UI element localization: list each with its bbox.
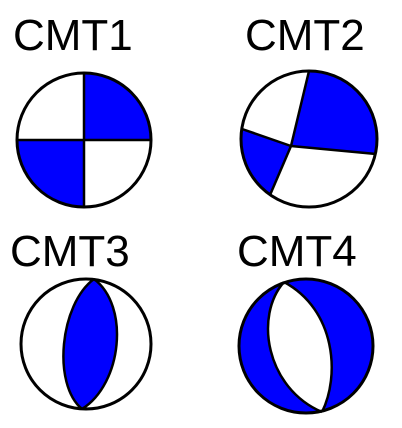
cmt1-label: CMT1 (13, 11, 133, 60)
cmt4-nodal-plane-1 (266, 281, 323, 414)
cmt3-compression-lens (63, 279, 117, 409)
cmt3-outline (19, 277, 153, 411)
cmt4-beachball (237, 277, 375, 415)
cmt1-outline (15, 71, 153, 209)
cmt1-compression-quadrant-sw (17, 140, 84, 207)
cmt1-compression-quadrant-ne (84, 73, 151, 140)
cmt2-nodal-plane-1b (268, 145, 293, 196)
cmt2-nodal-plane-2a (241, 127, 292, 148)
cmt2-outline (239, 69, 379, 209)
cmt4-outline (237, 277, 375, 415)
cmt3-nodal-plane-2 (62, 277, 95, 410)
cmt4-nodal-plane-2 (283, 280, 333, 413)
cmt3-label: CMT3 (10, 227, 130, 276)
cmt4-label: CMT4 (237, 227, 357, 276)
cmt3-beachball (19, 277, 153, 411)
cmt2-label: CMT2 (245, 11, 365, 60)
cmt1-beachball (15, 71, 153, 209)
cmt3-nodal-plane-1 (81, 278, 119, 411)
cmt2-nodal-plane-1a (289, 70, 311, 147)
cmt2-nodal-plane-2b (290, 144, 377, 156)
cmt2-beachball (239, 69, 379, 209)
cmt2-compression-lobe-ne (291, 71, 378, 154)
